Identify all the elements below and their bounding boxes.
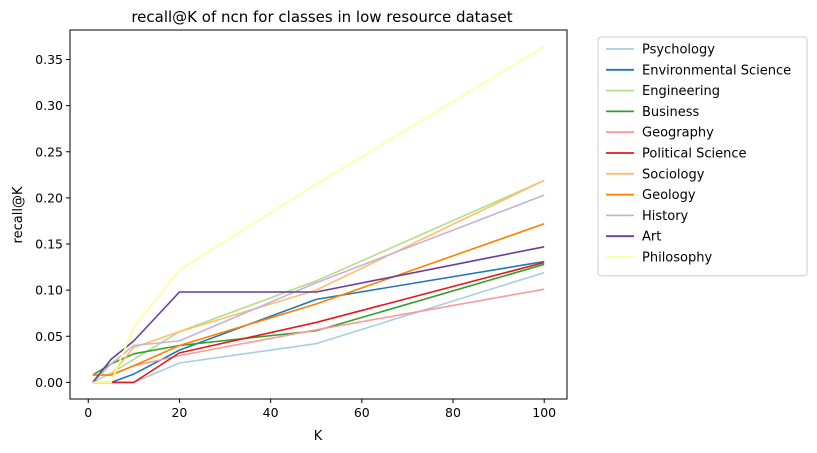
x-tick-label: 60 (354, 405, 370, 420)
y-tick-label: 0.30 (35, 98, 63, 113)
y-tick-label: 0.35 (35, 52, 63, 67)
legend-label: Political Science (642, 147, 747, 162)
y-tick-label: 0.10 (35, 283, 63, 298)
legend-label: Business (642, 105, 700, 120)
chart-title: recall@K of ncn for classes in low resou… (131, 8, 512, 26)
series-line-geology (92, 222, 545, 376)
x-tick-label: 40 (263, 405, 279, 420)
y-tick-label: 0.05 (35, 329, 63, 344)
y-axis: 0.00 0.05 0.10 0.15 0.20 0.25 0.30 0.35 (35, 52, 70, 390)
series-line-philosophy (92, 45, 545, 384)
y-tick-label: 0.15 (35, 237, 63, 252)
y-tick-label: 0.20 (35, 190, 63, 205)
x-axis-label: K (314, 429, 323, 444)
x-tick-label: 0 (84, 405, 92, 420)
plot-frame (69, 29, 568, 400)
x-tick-label: 20 (171, 405, 187, 420)
x-tick-label: 100 (532, 405, 556, 420)
legend-label: History (642, 209, 689, 224)
series-line-history (92, 194, 545, 383)
legend-label: Engineering (642, 84, 720, 99)
y-tick-label: 0.00 (35, 375, 63, 390)
legend-label: Philosophy (642, 251, 712, 266)
x-axis: 0 20 40 60 80 100 (84, 399, 556, 420)
legend-label: Geography (642, 126, 714, 141)
legend-label: Geology (642, 188, 696, 203)
plot-area (92, 45, 545, 384)
legend-label: Environmental Science (642, 63, 791, 78)
legend: Psychology Environmental Science Engineeri… (597, 36, 808, 277)
legend-frame (597, 36, 808, 277)
series-line-business (92, 263, 545, 376)
legend-label: Art (642, 230, 661, 245)
legend-label: Psychology (642, 43, 715, 58)
y-tick-label: 0.25 (35, 144, 63, 159)
legend-label: Sociology (642, 167, 705, 182)
series-line-geography (92, 288, 545, 376)
x-tick-label: 80 (445, 405, 461, 420)
y-axis-label: recall@K (11, 186, 26, 243)
series-line-art (92, 246, 545, 383)
